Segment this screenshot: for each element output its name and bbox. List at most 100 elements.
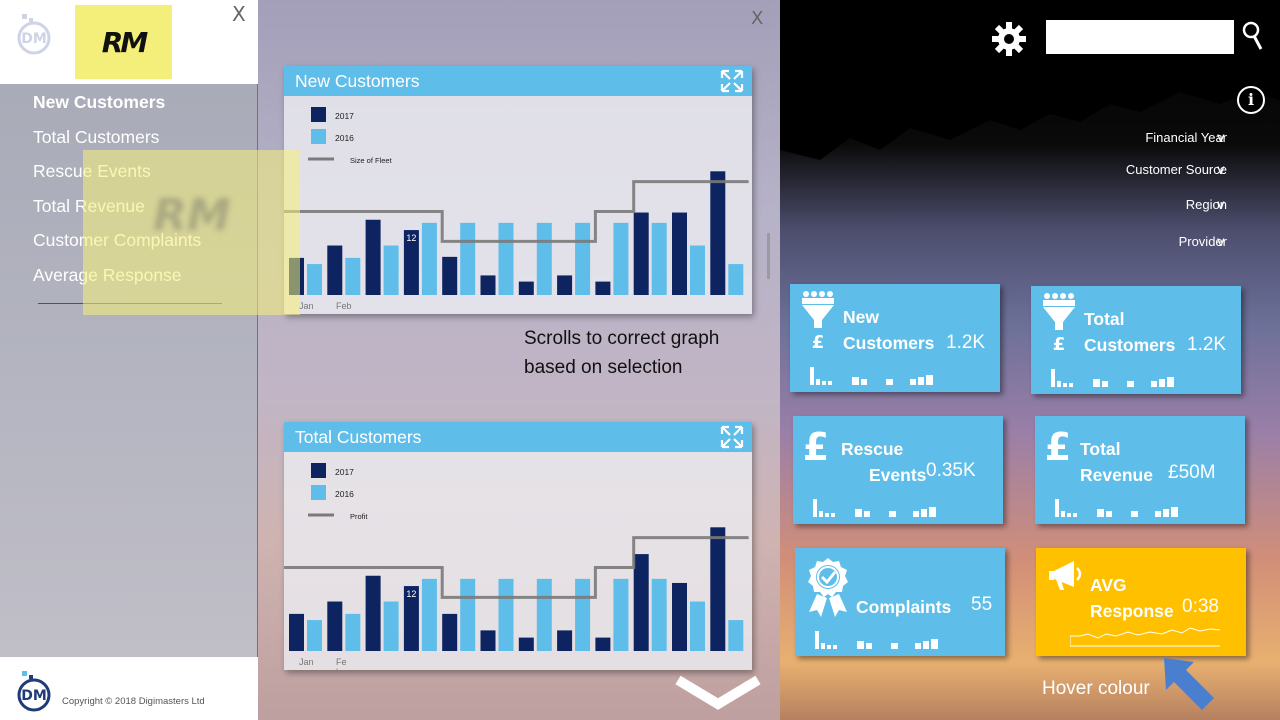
bar-2016 [421,578,437,651]
chart-card-new-customers: New Customers 2017 2016 Size of Fleet 12 Jan… [284,66,752,314]
bar-2016 [345,613,361,651]
megaphone-icon [1049,561,1082,590]
bar-2017 [557,275,573,295]
legend-label: 2016 [335,133,354,143]
tile-value: 1.2K [946,332,986,353]
bar-2016 [460,222,476,295]
copyright-text: Copyright © 2018 Digimasters Ltd [62,696,205,707]
bar-2016 [536,222,552,295]
chevron-down-icon[interactable]: v [1217,198,1225,213]
legend-label: 2016 [335,489,354,499]
bar-2017 [557,630,573,651]
bar-2016 [345,257,361,295]
dm-logo-icon: DM [17,671,51,712]
close-panel-button[interactable]: X [751,8,764,29]
tile-value: 1.2K [1187,334,1227,355]
bar-2016 [536,578,552,651]
bar-2016 [728,264,744,295]
bar-2016 [498,578,514,651]
bar-2016 [307,264,322,295]
legend-label: 2017 [335,467,354,477]
chevron-down-icon[interactable]: v [1217,131,1225,146]
new-customers-chart: 2017 2016 Size of Fleet 12 Jan Feb [284,107,749,311]
scroll-down-chevron-icon[interactable] [674,674,762,714]
legend-swatch [311,129,326,144]
ghost-logo: RM [153,190,231,241]
svg-text:DM: DM [21,31,47,47]
tile-label-line1: New [843,307,879,327]
filter-customer-source[interactable]: Customer Source [1125,162,1227,177]
filter-region[interactable]: Region [1185,197,1227,212]
info-icon[interactable]: i [1237,86,1265,114]
tile-label-line2: Events [869,465,927,485]
series-line [284,180,749,243]
bar-2017 [403,230,419,295]
bar-2016 [421,222,437,295]
bar-2016 [690,245,705,295]
search-input[interactable] [1046,20,1234,54]
kpi-tile-complaints[interactable]: Complaints 55 [795,548,1005,656]
tile-sparkline [1070,627,1220,647]
bar-2017 [595,281,611,295]
x-tick-label: Feb [336,301,352,311]
tile-sparkbars [813,499,936,517]
tile-label-line2: Customers [843,333,935,353]
svg-text:£: £ [1045,426,1071,466]
close-menu-button[interactable]: X [232,2,246,26]
bar-2017 [480,630,496,651]
bar-2017 [442,256,458,295]
expand-icon[interactable] [720,69,744,93]
menu-item-new-customers[interactable]: New Customers [33,92,166,112]
x-tick-label: Jan [299,301,314,311]
tile-value: £50M [1168,462,1216,483]
funnel-people-pound-icon: £ [1043,293,1075,354]
bar-2017 [327,601,343,651]
bar-2016 [728,620,744,651]
chart-header: Total Customers [284,422,752,452]
chevron-down-icon[interactable]: v [1217,235,1225,250]
svg-text:£: £ [812,332,825,352]
hover-colour-label: Hover colour [1042,678,1150,699]
tile-label-line1: Total [1084,309,1125,329]
legend-swatch [311,107,326,122]
filter-provider[interactable]: Provider [1178,234,1227,249]
tile-sparkbars [1055,499,1178,517]
svg-text:DM: DM [21,688,47,704]
drag-ghost: RM [83,150,300,315]
bar-2017 [327,245,343,295]
gear-icon[interactable] [990,20,1028,58]
svg-text:£: £ [803,426,829,466]
kpi-tile-rescue-events[interactable]: £ Rescue Events 0.35K [793,416,1003,524]
chart-scroll-panel[interactable]: X New Customers 2017 2016 Size of Fleet 12 J… [258,0,780,720]
bar-2016 [651,578,667,651]
kpi-tile-total-customers[interactable]: £ Total Customers 1.2K [1031,286,1241,394]
bar-2016 [575,222,591,295]
legend-label: 2017 [335,111,354,121]
bar-2016 [690,601,705,651]
bar-2016 [575,578,591,651]
tile-label-line2: Customers [1084,335,1176,355]
bar-2017 [710,527,726,651]
chart-header: New Customers [284,66,752,96]
bar-2016 [613,578,629,651]
filter-financial-year[interactable]: Financial Year [1145,130,1227,145]
tile-sparkbars [810,367,933,385]
menu-item-total-customers[interactable]: Total Customers [33,126,160,147]
kpi-tile-new-customers[interactable]: £ New Customers 1.2K [790,284,1000,392]
scrollbar-thumb[interactable] [767,233,770,279]
legend-label: Size of Fleet [350,156,393,165]
bar-2017 [289,613,304,651]
search-icon[interactable] [1240,20,1264,52]
kpi-tile-avg-response[interactable]: AVG Response 0:38 [1036,548,1246,656]
bar-2016 [460,578,476,651]
data-label: 12 [406,233,416,243]
bar-2017 [403,586,419,651]
tile-label-line1: Rescue [841,439,904,459]
chevron-down-icon[interactable]: v [1217,163,1225,178]
kpi-tile-total-revenue[interactable]: £ Total Revenue £50M [1035,416,1245,524]
bar-2017 [518,281,534,295]
tile-label-line2: Revenue [1080,465,1153,485]
menu-footer: DM Copyright © 2018 Digimasters Ltd [0,657,258,720]
expand-icon[interactable] [720,425,744,449]
rm-badge: RM [75,5,172,79]
